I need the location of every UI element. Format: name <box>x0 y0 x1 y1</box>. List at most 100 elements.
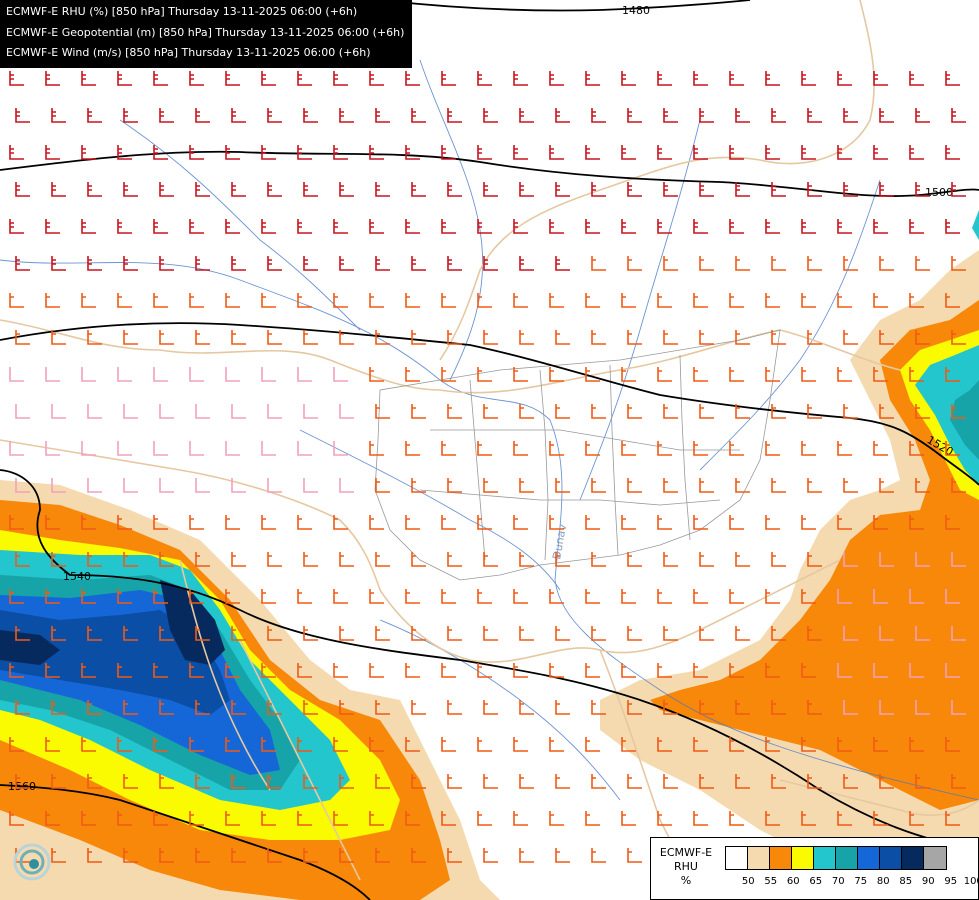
wind-barb <box>519 774 534 789</box>
wind-barb <box>549 367 564 382</box>
wind-barb <box>909 293 924 308</box>
wind-barb <box>267 404 282 419</box>
wind-barb <box>303 478 318 493</box>
wind-barb <box>549 441 564 456</box>
wind-barb <box>159 478 174 493</box>
wind-barb <box>765 219 780 234</box>
wind-barb <box>441 145 456 160</box>
wind-barb <box>267 182 282 197</box>
wind-barb <box>261 811 276 826</box>
wind-barb <box>477 367 492 382</box>
wind-barb <box>405 737 420 752</box>
wind-barb <box>477 219 492 234</box>
wind-barb <box>945 367 960 382</box>
wind-barb <box>189 589 204 604</box>
wind-barb <box>951 256 966 271</box>
wind-barb <box>9 663 24 678</box>
legend-swatch <box>748 847 770 869</box>
wind-barb <box>735 330 750 345</box>
wind-barbs <box>9 71 966 863</box>
wind-barb <box>231 330 246 345</box>
wind-barb <box>765 441 780 456</box>
wind-barb <box>81 589 96 604</box>
wind-barb <box>225 589 240 604</box>
wind-barb <box>951 626 966 641</box>
wind-barb <box>483 626 498 641</box>
wind-barb <box>909 811 924 826</box>
wind-barb <box>375 256 390 271</box>
wind-barb <box>339 626 354 641</box>
wind-barb <box>771 700 786 715</box>
wind-barb <box>195 478 210 493</box>
wind-barb <box>627 552 642 567</box>
wind-barb <box>81 811 96 826</box>
wind-barb <box>477 811 492 826</box>
wind-barb <box>411 182 426 197</box>
wind-barb <box>621 663 636 678</box>
wind-barb <box>375 404 390 419</box>
wind-barb <box>879 552 894 567</box>
wind-barb <box>123 848 138 863</box>
wind-barb <box>225 441 240 456</box>
wind-barb <box>117 737 132 752</box>
wind-barb <box>915 404 930 419</box>
header-line-rhu: ECMWF-E RHU (%) [850 hPa] Thursday 13-11… <box>6 5 358 18</box>
wind-barb <box>801 811 816 826</box>
wind-barb <box>909 145 924 160</box>
wind-barb <box>369 663 384 678</box>
wind-barb <box>621 293 636 308</box>
wind-barb <box>735 774 750 789</box>
wind-barb <box>699 552 714 567</box>
wind-barb <box>303 330 318 345</box>
legend-tick-labels: 50 55 60 65 70 75 80 85 90 95 100 <box>737 876 979 887</box>
wind-barb <box>555 848 570 863</box>
wind-barb <box>909 663 924 678</box>
wind-barb <box>951 108 966 123</box>
wind-barb <box>51 552 66 567</box>
wind-barb <box>159 774 174 789</box>
wind-barb <box>879 774 894 789</box>
wind-barb <box>411 626 426 641</box>
wind-barb <box>123 700 138 715</box>
wind-barb <box>519 182 534 197</box>
wind-barb <box>51 256 66 271</box>
wind-barb <box>333 441 348 456</box>
wind-barb <box>765 589 780 604</box>
wind-barb <box>45 737 60 752</box>
wind-barb <box>405 515 420 530</box>
wind-barb <box>765 367 780 382</box>
wind-barb <box>873 145 888 160</box>
humidity-fill-southwest <box>0 480 500 900</box>
wind-barb <box>807 404 822 419</box>
wind-barb <box>843 330 858 345</box>
wind-barb <box>189 441 204 456</box>
wind-barb <box>117 367 132 382</box>
wind-barb <box>15 626 30 641</box>
wind-barb <box>765 145 780 160</box>
wind-barb <box>297 589 312 604</box>
wind-barb <box>519 700 534 715</box>
wind-barb <box>657 367 672 382</box>
wind-barb <box>663 330 678 345</box>
wind-barb <box>15 256 30 271</box>
wind-barb <box>159 848 174 863</box>
wind-barb <box>45 71 60 86</box>
wind-barb <box>225 515 240 530</box>
humidity-legend: ECMWF-E RHU % 50 55 60 65 70 75 80 85 90 95 100 <box>650 837 979 900</box>
wind-barb <box>297 737 312 752</box>
contour-label-1560: 1560 <box>8 780 36 793</box>
wind-barb <box>549 219 564 234</box>
wind-barb <box>621 219 636 234</box>
wind-barb <box>87 478 102 493</box>
wind-barb <box>549 663 564 678</box>
wind-barb <box>225 737 240 752</box>
wind-barb <box>549 589 564 604</box>
wind-barb <box>843 182 858 197</box>
wind-barb <box>45 367 60 382</box>
wind-barb <box>555 700 570 715</box>
wind-barb <box>447 182 462 197</box>
wind-barb <box>87 182 102 197</box>
wind-barb <box>333 219 348 234</box>
wind-barb <box>297 145 312 160</box>
wind-barb <box>153 71 168 86</box>
